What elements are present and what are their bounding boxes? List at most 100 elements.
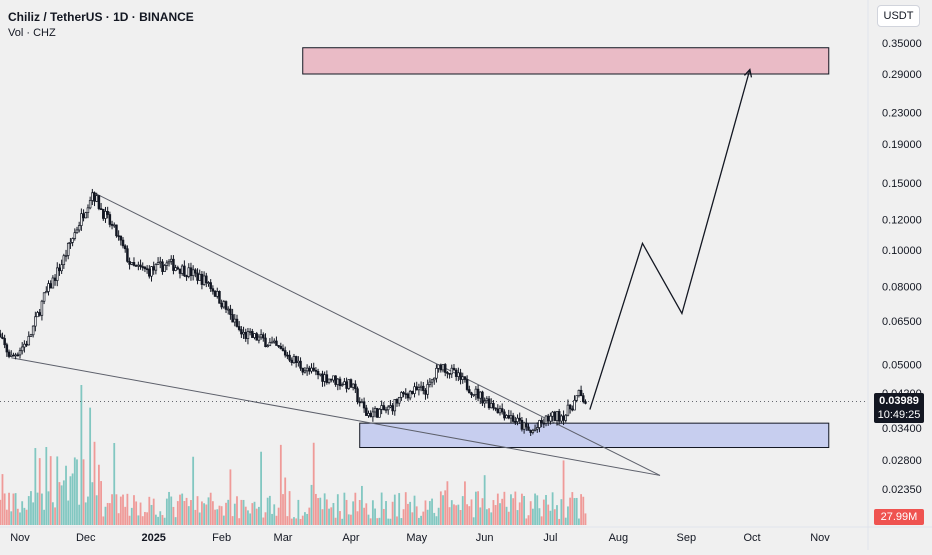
candle-body bbox=[91, 192, 94, 201]
candle-body bbox=[51, 277, 55, 289]
candle-body bbox=[34, 316, 37, 327]
volume-bar bbox=[314, 493, 317, 525]
volume-bar bbox=[190, 500, 192, 525]
volume-bar bbox=[231, 516, 234, 525]
volume-bar bbox=[27, 496, 30, 525]
candle-body bbox=[73, 232, 77, 239]
candle-body bbox=[533, 428, 537, 431]
volume-bar bbox=[413, 495, 416, 525]
volume-bar bbox=[282, 494, 284, 525]
volume-bar bbox=[41, 493, 43, 525]
candle-body bbox=[5, 344, 9, 353]
candle-body bbox=[84, 212, 88, 219]
volume-bar bbox=[255, 508, 258, 525]
volume-bar bbox=[323, 493, 326, 525]
volume-bar bbox=[312, 442, 315, 525]
volume-bar bbox=[328, 508, 330, 525]
candle-body bbox=[367, 413, 370, 416]
volume-bar bbox=[82, 459, 85, 525]
volume-bar bbox=[496, 493, 499, 525]
volume-bar bbox=[450, 500, 453, 525]
candle-body bbox=[373, 408, 377, 413]
volume-bar bbox=[505, 506, 508, 525]
volume-bar bbox=[422, 511, 425, 525]
volume-bar bbox=[21, 501, 24, 525]
volume-bar bbox=[499, 503, 501, 525]
volume-bar bbox=[271, 513, 273, 525]
candle-body bbox=[251, 331, 254, 338]
price-tick-label: 0.19000 bbox=[882, 139, 922, 151]
volume-bar bbox=[389, 518, 392, 525]
volume-badge: 27.99M bbox=[874, 509, 924, 525]
candle-body bbox=[459, 372, 462, 380]
volume-bar bbox=[567, 506, 569, 525]
candle-body bbox=[454, 369, 458, 377]
candle-body bbox=[272, 340, 276, 343]
candle-body bbox=[428, 381, 432, 385]
candle-body bbox=[354, 383, 357, 390]
candle-body bbox=[18, 350, 22, 356]
volume-bar bbox=[330, 507, 333, 525]
volume-bar bbox=[369, 518, 372, 525]
volume-bar bbox=[446, 481, 449, 525]
candle-body bbox=[343, 381, 346, 386]
time-tick-label: Nov bbox=[10, 532, 30, 544]
candle-body bbox=[130, 262, 134, 265]
price-tick-label: 0.10000 bbox=[882, 245, 922, 257]
candle-body bbox=[316, 371, 320, 376]
volume-bar bbox=[341, 518, 344, 525]
candle-body bbox=[134, 265, 138, 267]
time-tick-label: Oct bbox=[743, 532, 760, 544]
candle-body bbox=[222, 301, 226, 308]
volume-bar bbox=[12, 493, 15, 525]
candle-body bbox=[64, 255, 68, 257]
candle-body bbox=[527, 426, 530, 431]
volume-bar bbox=[306, 513, 309, 525]
candle-body bbox=[112, 224, 116, 227]
volume-bar bbox=[58, 482, 61, 525]
volume-bar bbox=[525, 518, 528, 525]
wedge-upper-line bbox=[92, 191, 661, 476]
candle-body bbox=[88, 200, 92, 209]
candle-body bbox=[174, 267, 177, 271]
time-tick-label: Jun bbox=[476, 532, 494, 544]
candle-body bbox=[351, 383, 355, 388]
volume-bar bbox=[220, 506, 223, 525]
price-tick-label: 0.03400 bbox=[882, 423, 922, 435]
candle-body bbox=[270, 341, 274, 344]
price-tick-label: 0.02350 bbox=[882, 484, 922, 496]
candle-body bbox=[80, 213, 83, 226]
candle-body bbox=[231, 314, 234, 323]
candle-body bbox=[404, 393, 408, 396]
symbol-title[interactable]: Chiliz / TetherUS · 1D · BINANCE bbox=[8, 10, 194, 24]
candle-body bbox=[226, 308, 230, 311]
volume-bar bbox=[352, 501, 355, 525]
candle-body bbox=[23, 343, 26, 348]
candle-body bbox=[7, 351, 11, 357]
candle-body bbox=[542, 422, 546, 425]
volume-bar bbox=[264, 512, 267, 525]
candle-body bbox=[97, 195, 101, 209]
volume-bar bbox=[358, 500, 361, 525]
volume-bar bbox=[205, 504, 208, 525]
volume-bar bbox=[16, 508, 19, 525]
candle-body bbox=[557, 411, 561, 422]
candle-body bbox=[325, 374, 329, 383]
volume-bar bbox=[240, 499, 243, 525]
volume-bar bbox=[32, 502, 35, 525]
volume-bar bbox=[117, 513, 120, 525]
candle-body bbox=[121, 239, 125, 247]
currency-button[interactable]: USDT bbox=[877, 5, 920, 27]
volume-bar bbox=[185, 497, 188, 525]
candle-body bbox=[117, 235, 120, 238]
candle-body bbox=[69, 242, 72, 244]
volume-legend[interactable]: Vol · CHZ bbox=[8, 27, 56, 39]
volume-bar bbox=[174, 517, 177, 525]
volume-bar bbox=[558, 518, 561, 525]
candle-body bbox=[156, 262, 160, 265]
candle-body bbox=[529, 430, 532, 433]
candle-body bbox=[165, 262, 169, 266]
volume-bar bbox=[152, 498, 155, 525]
